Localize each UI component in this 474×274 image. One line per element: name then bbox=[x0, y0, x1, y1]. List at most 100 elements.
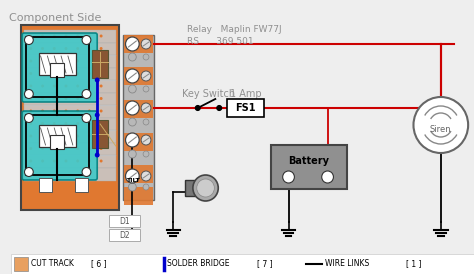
Circle shape bbox=[41, 97, 44, 100]
Circle shape bbox=[41, 159, 44, 162]
Circle shape bbox=[25, 36, 33, 44]
Circle shape bbox=[41, 72, 44, 75]
Circle shape bbox=[126, 69, 139, 83]
Circle shape bbox=[41, 110, 44, 113]
Circle shape bbox=[143, 86, 149, 92]
Bar bbox=[124, 100, 153, 118]
Circle shape bbox=[64, 122, 67, 125]
Circle shape bbox=[76, 135, 79, 138]
Circle shape bbox=[76, 110, 79, 113]
Circle shape bbox=[88, 135, 91, 138]
Circle shape bbox=[64, 35, 67, 38]
Bar bbox=[92, 120, 108, 148]
Circle shape bbox=[141, 71, 151, 81]
Bar bbox=[124, 187, 153, 205]
FancyBboxPatch shape bbox=[22, 111, 97, 180]
Bar bbox=[75, 178, 89, 192]
Bar bbox=[124, 165, 153, 183]
Circle shape bbox=[53, 72, 56, 75]
Circle shape bbox=[53, 35, 56, 38]
Circle shape bbox=[25, 113, 33, 122]
Circle shape bbox=[100, 147, 102, 150]
Circle shape bbox=[100, 35, 102, 38]
Circle shape bbox=[64, 59, 67, 62]
Circle shape bbox=[128, 85, 136, 93]
Circle shape bbox=[128, 183, 136, 191]
Bar bbox=[24, 67, 116, 81]
Bar bbox=[92, 50, 108, 78]
Text: [ 1 ]: [ 1 ] bbox=[406, 259, 421, 269]
FancyBboxPatch shape bbox=[22, 33, 97, 102]
Circle shape bbox=[76, 97, 79, 100]
Bar bbox=[24, 155, 116, 168]
Text: Component Side: Component Side bbox=[9, 13, 101, 23]
Circle shape bbox=[29, 84, 32, 87]
Circle shape bbox=[64, 72, 67, 75]
Text: Key Switch: Key Switch bbox=[182, 89, 235, 99]
Circle shape bbox=[100, 72, 102, 75]
Circle shape bbox=[64, 159, 67, 162]
Circle shape bbox=[88, 84, 91, 87]
Circle shape bbox=[64, 47, 67, 50]
Circle shape bbox=[100, 110, 102, 113]
Circle shape bbox=[141, 39, 151, 49]
Circle shape bbox=[82, 90, 91, 98]
Bar bbox=[21, 25, 118, 210]
Circle shape bbox=[95, 78, 100, 82]
Circle shape bbox=[82, 167, 91, 176]
Circle shape bbox=[143, 151, 149, 157]
Text: D1: D1 bbox=[119, 216, 130, 226]
Text: 1 Amp: 1 Amp bbox=[230, 89, 261, 99]
Text: [ 6 ]: [ 6 ] bbox=[91, 259, 107, 269]
Bar bbox=[39, 125, 76, 147]
Circle shape bbox=[126, 101, 139, 115]
Circle shape bbox=[53, 84, 56, 87]
Bar bbox=[50, 135, 64, 149]
Bar bbox=[50, 63, 64, 77]
Circle shape bbox=[88, 97, 91, 100]
Bar bbox=[11, 254, 474, 274]
Circle shape bbox=[29, 122, 32, 125]
Bar bbox=[39, 178, 52, 192]
Bar bbox=[124, 67, 153, 85]
Bar bbox=[24, 105, 116, 118]
Circle shape bbox=[143, 119, 149, 125]
Circle shape bbox=[197, 179, 214, 197]
Text: FS1: FS1 bbox=[235, 103, 256, 113]
Circle shape bbox=[53, 147, 56, 150]
Circle shape bbox=[95, 113, 100, 118]
Bar bbox=[24, 42, 116, 56]
Text: Relay   Maplin FW77J: Relay Maplin FW77J bbox=[187, 25, 282, 35]
Bar bbox=[24, 55, 116, 68]
Circle shape bbox=[82, 113, 91, 122]
Circle shape bbox=[100, 159, 102, 162]
Circle shape bbox=[25, 90, 33, 98]
Bar bbox=[24, 130, 116, 143]
Circle shape bbox=[217, 105, 222, 110]
Circle shape bbox=[88, 59, 91, 62]
Circle shape bbox=[76, 72, 79, 75]
Circle shape bbox=[29, 72, 32, 75]
Bar bbox=[39, 53, 76, 75]
Circle shape bbox=[64, 110, 67, 113]
Circle shape bbox=[141, 135, 151, 145]
Circle shape bbox=[195, 105, 200, 110]
Circle shape bbox=[141, 103, 151, 113]
Bar bbox=[271, 145, 347, 189]
Circle shape bbox=[100, 97, 102, 100]
Circle shape bbox=[76, 147, 79, 150]
Circle shape bbox=[76, 159, 79, 162]
Text: WIRE LINKS: WIRE LINKS bbox=[325, 259, 369, 269]
Text: Battery: Battery bbox=[289, 156, 329, 166]
Circle shape bbox=[100, 59, 102, 62]
Bar bbox=[124, 133, 153, 151]
Circle shape bbox=[76, 122, 79, 125]
Circle shape bbox=[29, 59, 32, 62]
Circle shape bbox=[88, 35, 91, 38]
Bar bbox=[24, 93, 116, 105]
Text: RS      369 501: RS 369 501 bbox=[187, 38, 254, 47]
Circle shape bbox=[100, 47, 102, 50]
Bar bbox=[109, 215, 140, 227]
Circle shape bbox=[143, 184, 149, 190]
Circle shape bbox=[126, 169, 139, 183]
